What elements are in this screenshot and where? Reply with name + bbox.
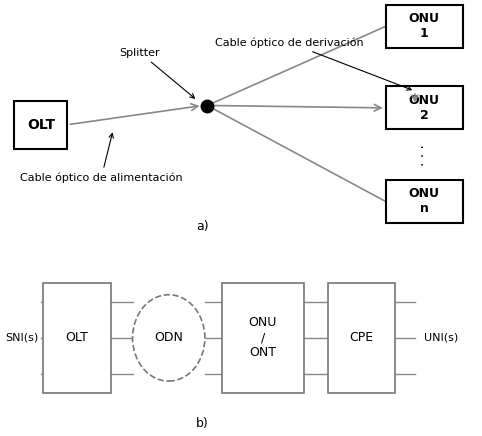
- Ellipse shape: [133, 295, 205, 381]
- Text: OLT: OLT: [66, 331, 89, 344]
- Text: Cable óptico de derivación: Cable óptico de derivación: [215, 37, 411, 90]
- Text: ONU
n: ONU n: [409, 187, 440, 215]
- Bar: [43, 283, 111, 393]
- Text: a): a): [196, 220, 209, 233]
- Text: Cable óptico de alimentación: Cable óptico de alimentación: [20, 133, 183, 183]
- Bar: [386, 180, 463, 223]
- Bar: [386, 5, 463, 48]
- Text: ONU
2: ONU 2: [409, 94, 440, 122]
- Bar: [222, 283, 304, 393]
- Text: UNI(s): UNI(s): [424, 333, 458, 343]
- Text: CPE: CPE: [349, 331, 374, 344]
- Text: SNI(s): SNI(s): [5, 333, 38, 343]
- Bar: [328, 283, 395, 393]
- Text: ODN: ODN: [154, 331, 183, 344]
- Text: OLT: OLT: [27, 118, 55, 132]
- Bar: [14, 101, 67, 149]
- Text: ONU
/
ONT: ONU / ONT: [249, 317, 277, 359]
- Text: b): b): [196, 417, 209, 430]
- Text: ONU
1: ONU 1: [409, 12, 440, 41]
- Text: · · ·: · · ·: [417, 144, 431, 166]
- Bar: [386, 86, 463, 129]
- Text: Splitter: Splitter: [120, 48, 195, 98]
